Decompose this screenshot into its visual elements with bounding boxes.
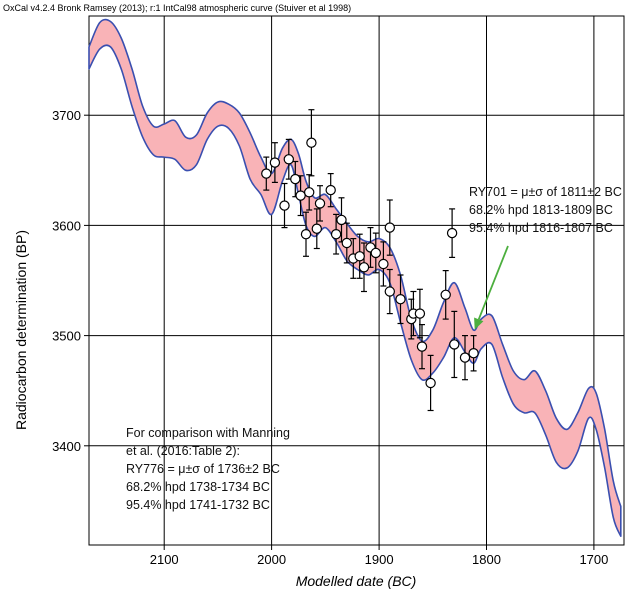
x-tick-label: 1700 — [579, 552, 608, 567]
measurement-point — [330, 228, 342, 240]
x-tick-label: 1800 — [472, 552, 501, 567]
measurement-point — [295, 190, 306, 201]
measurement-point — [314, 198, 326, 209]
x-axis-title: Modelled date (BC) — [296, 573, 417, 589]
measurement-point — [449, 339, 460, 350]
measurement-point — [304, 187, 315, 198]
annotation-ry701-line: RY701 = μ±σ of 1811±2 BC — [469, 185, 622, 199]
measurement-point — [384, 286, 395, 297]
measurement-point — [416, 341, 428, 352]
y-tick-label: 3700 — [52, 108, 81, 123]
annotation-comparison-line: For comparison with Manning — [126, 426, 290, 440]
measurement-point — [395, 294, 406, 305]
y-tick-label: 3500 — [52, 329, 81, 344]
measurement-point — [269, 157, 281, 168]
measurement-point — [370, 247, 381, 259]
annotation-comparison-line: et al. (2016:Table 2): — [126, 444, 240, 458]
measurement-point — [358, 262, 370, 273]
measurement-point — [446, 227, 458, 239]
measurement-point — [425, 377, 436, 389]
measurement-point — [341, 237, 352, 249]
measurement-point — [290, 173, 301, 185]
measurement-point — [440, 289, 451, 300]
plot-frame — [88, 15, 625, 546]
measurement-point — [306, 137, 317, 148]
x-tick-label: 2100 — [150, 552, 179, 567]
measurement-points — [261, 109, 479, 412]
measurement-point — [300, 228, 312, 240]
y-tick-label: 3600 — [52, 218, 81, 233]
annotation-comparison-line: 95.4% hpd 1741-1732 BC — [126, 498, 270, 512]
grid — [89, 16, 624, 545]
measurement-point — [354, 251, 365, 262]
annotation-arrowhead — [474, 317, 484, 330]
x-tick-label: 1900 — [365, 552, 394, 567]
chart-header: OxCal v4.2.4 Bronk Ramsey (2013); r:1 In… — [3, 3, 351, 13]
annotation-comparison-line: RY776 = μ±σ of 1736±2 BC — [126, 462, 280, 476]
annotation-ry701-line: 68.2% hpd 1813-1809 BC — [469, 203, 613, 217]
measurement-point — [414, 308, 426, 319]
measurement-point — [336, 214, 347, 226]
y-tick-label: 3400 — [52, 439, 81, 454]
annotation-ry701: RY701 = μ±σ of 1811±2 BC 68.2% hpd 1813-… — [469, 185, 622, 330]
measurement-point — [325, 184, 336, 196]
x-tick-label: 2000 — [257, 552, 286, 567]
annotation-comparison-line: 68.2% hpd 1738-1734 BC — [126, 480, 270, 494]
y-axis-title: Radiocarbon determination (BP) — [13, 230, 29, 430]
annotation-comparison: For comparison with Manning et al. (2016… — [126, 426, 290, 512]
annotation-ry701-line: 95.4% hpd 1816-1807 BC — [469, 221, 613, 235]
measurement-point — [459, 352, 471, 363]
measurement-point — [283, 154, 294, 165]
measurement-point — [468, 348, 479, 359]
measurement-point — [279, 200, 290, 211]
measurement-point — [378, 258, 389, 270]
measurement-point — [311, 223, 322, 234]
measurement-point — [261, 168, 272, 179]
annotation-arrow — [477, 245, 509, 320]
axis-ticks: 2100 2000 1900 1800 1700 3400 3500 3600 3700 — [52, 108, 608, 567]
measurement-point — [384, 222, 395, 233]
